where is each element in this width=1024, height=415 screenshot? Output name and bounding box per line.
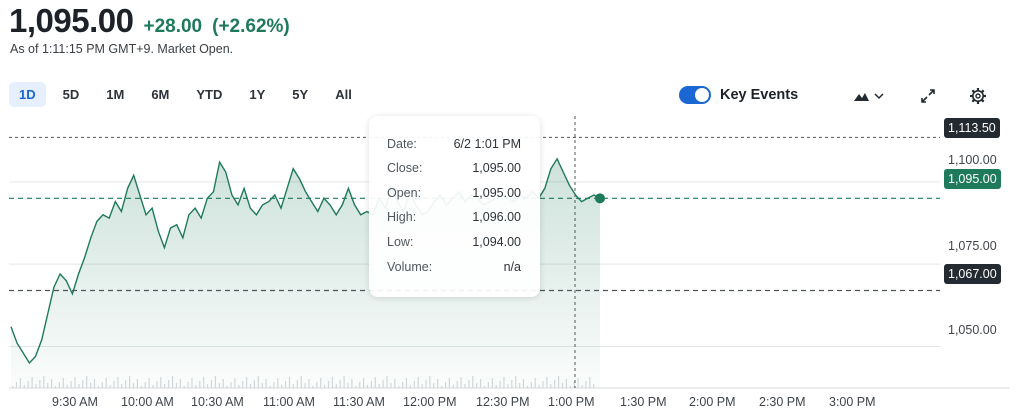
range-5d[interactable]: 5D bbox=[62, 87, 80, 102]
range-1d[interactable]: 1D bbox=[9, 82, 46, 107]
last-price-dot bbox=[595, 193, 605, 204]
tooltip-row-low: Low: 1,094.00 bbox=[387, 235, 521, 249]
tooltip-row-volume: Volume: n/a bbox=[387, 260, 521, 274]
key-events-toggle[interactable] bbox=[679, 86, 711, 104]
x-tick-label: 1:00 PM bbox=[548, 395, 595, 409]
gear-icon bbox=[970, 88, 986, 104]
chevron-down-icon bbox=[874, 93, 884, 100]
y-tick-label: 1,100.00 bbox=[948, 153, 997, 167]
previous-close-tag: 1,067.00 bbox=[944, 264, 1001, 284]
y-tick-label: 1,050.00 bbox=[948, 323, 997, 337]
x-tick-label: 10:00 AM bbox=[121, 395, 174, 409]
current-price-tag: 1,095.00 bbox=[944, 169, 1001, 189]
x-tick-label: 10:30 AM bbox=[191, 395, 244, 409]
settings-button[interactable] bbox=[969, 86, 987, 106]
price-change-percent: (+2.62%) bbox=[212, 16, 290, 37]
tooltip-row-close: Close: 1,095.00 bbox=[387, 161, 521, 175]
data-tooltip: Date: 6/2 1:01 PM Close: 1,095.00 Open: 1,0… bbox=[369, 116, 540, 297]
quote-header: 1,095.00 +28.00 (+2.62%) bbox=[9, 2, 290, 40]
key-events-label: Key Events bbox=[720, 87, 799, 103]
x-tick-label: 3:00 PM bbox=[829, 395, 876, 409]
price-change: +28.00 bbox=[143, 16, 203, 37]
x-tick-label: 2:30 PM bbox=[759, 395, 806, 409]
range-ytd[interactable]: YTD bbox=[196, 87, 223, 102]
range-all[interactable]: All bbox=[335, 87, 352, 102]
chart-type-selector[interactable] bbox=[852, 86, 886, 106]
x-tick-label: 11:30 AM bbox=[333, 395, 385, 409]
crosshair-price-tag: 1,113.50 bbox=[944, 118, 1000, 138]
range-6m[interactable]: 6M bbox=[151, 87, 170, 102]
y-tick-label: 1,075.00 bbox=[948, 239, 997, 253]
x-tick-label: 1:30 PM bbox=[620, 395, 667, 409]
tooltip-row-open: Open: 1,095.00 bbox=[387, 186, 521, 200]
current-price: 1,095.00 bbox=[9, 2, 134, 39]
tooltip-row-date: Date: 6/2 1:01 PM bbox=[387, 137, 521, 151]
range-1y[interactable]: 1Y bbox=[249, 87, 266, 102]
x-tick-label: 9:30 AM bbox=[52, 395, 98, 409]
x-tick-label: 12:00 PM bbox=[403, 395, 457, 409]
tooltip-row-high: High: 1,096.00 bbox=[387, 210, 521, 224]
range-1m[interactable]: 1M bbox=[106, 87, 125, 102]
x-tick-label: 2:00 PM bbox=[689, 395, 736, 409]
x-tick-label: 11:00 AM bbox=[263, 395, 315, 409]
range-selector: 1D 5D 1M 6M YTD 1Y 5Y All bbox=[9, 82, 369, 107]
range-5y[interactable]: 5Y bbox=[292, 87, 309, 102]
x-tick-label: 12:30 PM bbox=[476, 395, 530, 409]
expand-icon bbox=[921, 89, 935, 103]
expand-button[interactable] bbox=[919, 86, 937, 106]
mountain-chart-icon bbox=[854, 93, 869, 101]
key-events-control: Key Events bbox=[679, 86, 798, 104]
market-status: As of 1:11:15 PM GMT+9. Market Open. bbox=[10, 42, 234, 56]
